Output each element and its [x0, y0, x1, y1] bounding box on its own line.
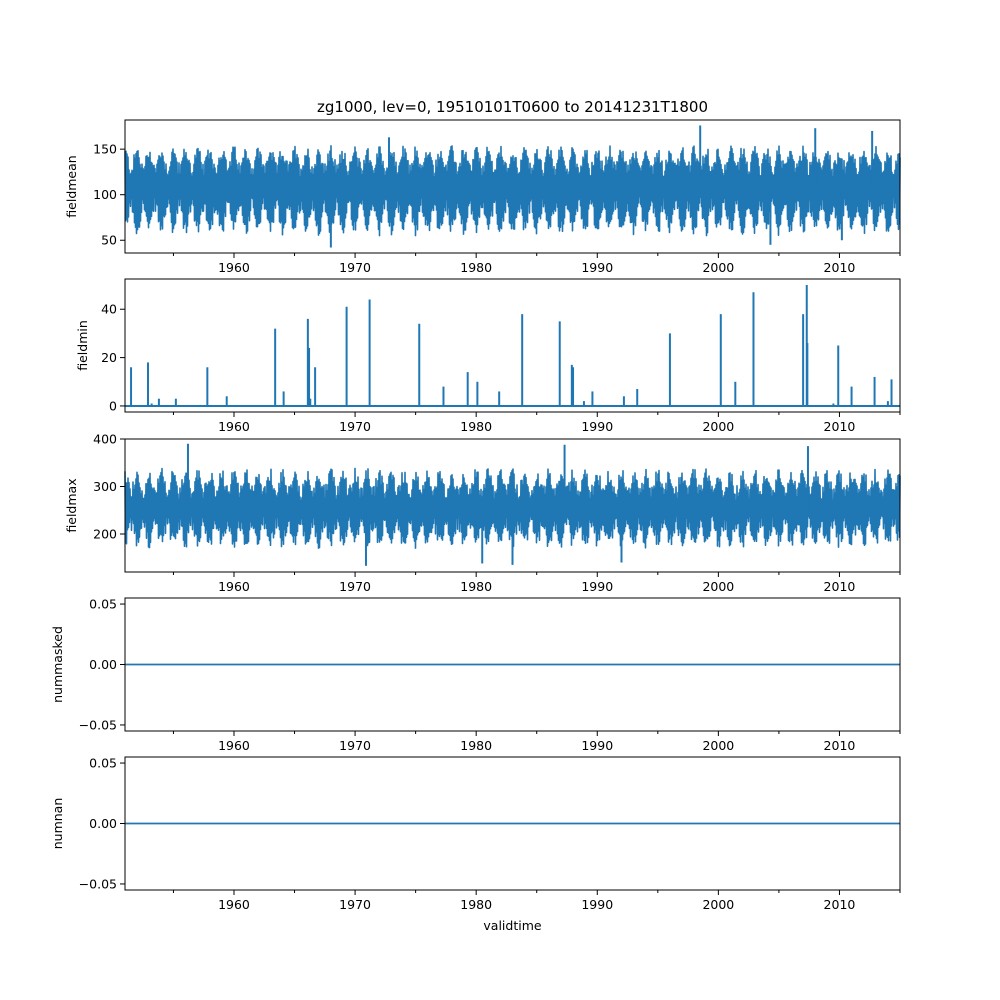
fieldmax-y-tick-label: 400	[93, 432, 117, 447]
fieldmax-axes-frame	[124, 438, 901, 573]
fieldmin-x-tick-label: 2000	[702, 419, 734, 434]
fieldmean-y-axis-label: fieldmean	[64, 155, 79, 217]
numnan-x-tick-label: 2000	[702, 897, 734, 912]
fieldmax-x-tick-label: 1960	[218, 579, 250, 594]
fieldmean-x-tick-label: 1980	[460, 260, 492, 275]
fieldmin-x-tick-label: 1990	[581, 419, 613, 434]
nummasked-y-axis-label: nummasked	[50, 626, 65, 703]
numnan-y-axis-label: numnan	[50, 798, 65, 850]
fieldmean-x-tick-label: 1960	[218, 260, 250, 275]
fieldmin-axes-frame	[124, 278, 901, 413]
fieldmax-x-tick-label: 1990	[581, 579, 613, 594]
fieldmin-x-tick-label: 1970	[339, 419, 371, 434]
fieldmean-axes-frame	[124, 119, 901, 254]
subplot-fieldmax: 1960 1970 1980 1990 2000 2010 200 300 400 fieldma…	[64, 432, 901, 594]
fieldmax-x-tick-label: 1980	[460, 579, 492, 594]
nummasked-y-tick-label: 0.00	[89, 657, 117, 672]
nummasked-x-tick-label: 1980	[460, 738, 492, 753]
fieldmax-y-axis-label: fieldmax	[64, 478, 79, 532]
fieldmean-y-tick-label: 100	[93, 187, 117, 202]
numnan-x-tick-label: 1970	[339, 897, 371, 912]
fieldmin-x-tick-label: 2010	[824, 419, 856, 434]
subplot-fieldmin: 1960 1970 1980 1990 2000 2010 0 20 40 fieldmin	[75, 278, 901, 434]
numnan-x-tick-label: 2010	[824, 897, 856, 912]
subplot-nummasked: 1960 1970 1980 1990 2000 2010 −0.05 0.00 0.05 num…	[50, 597, 901, 753]
fieldmin-y-axis-label: fieldmin	[75, 320, 90, 371]
fieldmean-x-tick-label: 1990	[581, 260, 613, 275]
nummasked-x-tick-label: 1960	[218, 738, 250, 753]
fieldmean-series-line	[124, 145, 901, 237]
numnan-x-tick-label: 1990	[581, 897, 613, 912]
fieldmin-y-tick-label: 0	[109, 398, 117, 413]
fieldmin-x-tick-label: 1980	[460, 419, 492, 434]
fieldmax-x-tick-label: 2000	[702, 579, 734, 594]
nummasked-y-tick-label: 0.05	[89, 597, 117, 612]
fieldmean-x-tick-label: 1970	[339, 260, 371, 275]
nummasked-x-tick-label: 2000	[702, 738, 734, 753]
fieldmin-y-tick-label: 40	[101, 302, 117, 317]
fieldmean-x-tick-label: 2000	[702, 260, 734, 275]
nummasked-x-tick-label: 2010	[824, 738, 856, 753]
fieldmax-y-tick-label: 300	[93, 479, 117, 494]
numnan-y-tick-label: 0.05	[89, 756, 117, 771]
nummasked-x-tick-label: 1970	[339, 738, 371, 753]
x-axis-label: validtime	[483, 918, 541, 933]
fieldmax-x-tick-label: 1970	[339, 579, 371, 594]
subplot-stack: 1960 1970 1980 1990 2000 201050100150fieldmea…	[50, 119, 901, 912]
fieldmax-y-tick-label: 200	[93, 527, 117, 542]
numnan-x-tick-label: 1960	[218, 897, 250, 912]
subplot-numnan: 1960 1970 1980 1990 2000 2010 −0.05 0.00 0.05 num…	[50, 756, 901, 912]
subplot-fieldmean: 1960 1970 1980 1990 2000 2010 50 100 150 fieldmea…	[64, 119, 901, 275]
chart-title: zg1000, lev=0, 19510101T0600 to 20141231…	[317, 98, 708, 116]
fieldmean-x-tick-label: 2010	[824, 260, 856, 275]
fieldmax-x-tick-label: 2010	[824, 579, 856, 594]
nummasked-y-tick-label: −0.05	[79, 717, 117, 732]
fieldmean-y-tick-label: 150	[93, 142, 117, 157]
numnan-x-tick-label: 1980	[460, 897, 492, 912]
numnan-y-tick-label: −0.05	[79, 876, 117, 891]
fieldmean-y-tick-label: 50	[101, 233, 117, 248]
nummasked-x-tick-label: 1990	[581, 738, 613, 753]
fieldmin-x-tick-label: 1960	[218, 419, 250, 434]
fieldmin-y-tick-label: 20	[101, 350, 117, 365]
numnan-y-tick-label: 0.00	[89, 816, 117, 831]
